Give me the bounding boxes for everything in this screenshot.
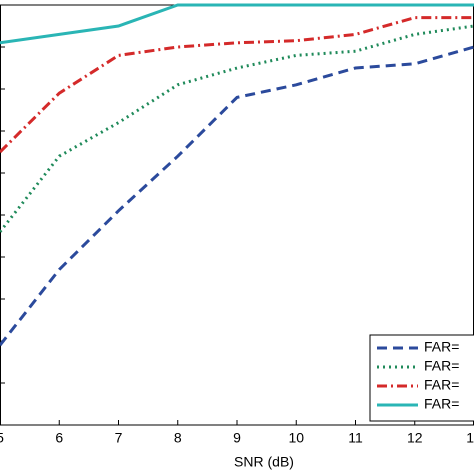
legend-label: FAR= bbox=[424, 377, 459, 393]
x-tick-label: 5 bbox=[0, 430, 4, 446]
x-tick-label: 9 bbox=[233, 430, 241, 446]
series-line bbox=[0, 3, 474, 45]
legend-label: FAR= bbox=[424, 339, 459, 355]
x-axis-label: SNR (dB) bbox=[234, 454, 294, 470]
series-line bbox=[0, 45, 474, 347]
legend-label: FAR= bbox=[424, 358, 459, 374]
series-line bbox=[0, 24, 474, 233]
x-tick-label: 13 bbox=[466, 430, 474, 446]
legend-label: FAR= bbox=[424, 396, 459, 412]
x-tick-label: 7 bbox=[115, 430, 123, 446]
legend-box bbox=[369, 334, 474, 422]
x-tick-label: 12 bbox=[407, 430, 423, 446]
series-line bbox=[0, 16, 474, 154]
x-tick-label: 8 bbox=[174, 430, 182, 446]
x-tick-label: 10 bbox=[288, 430, 304, 446]
x-tick-label: 6 bbox=[55, 430, 63, 446]
x-tick-label: 11 bbox=[348, 430, 363, 446]
